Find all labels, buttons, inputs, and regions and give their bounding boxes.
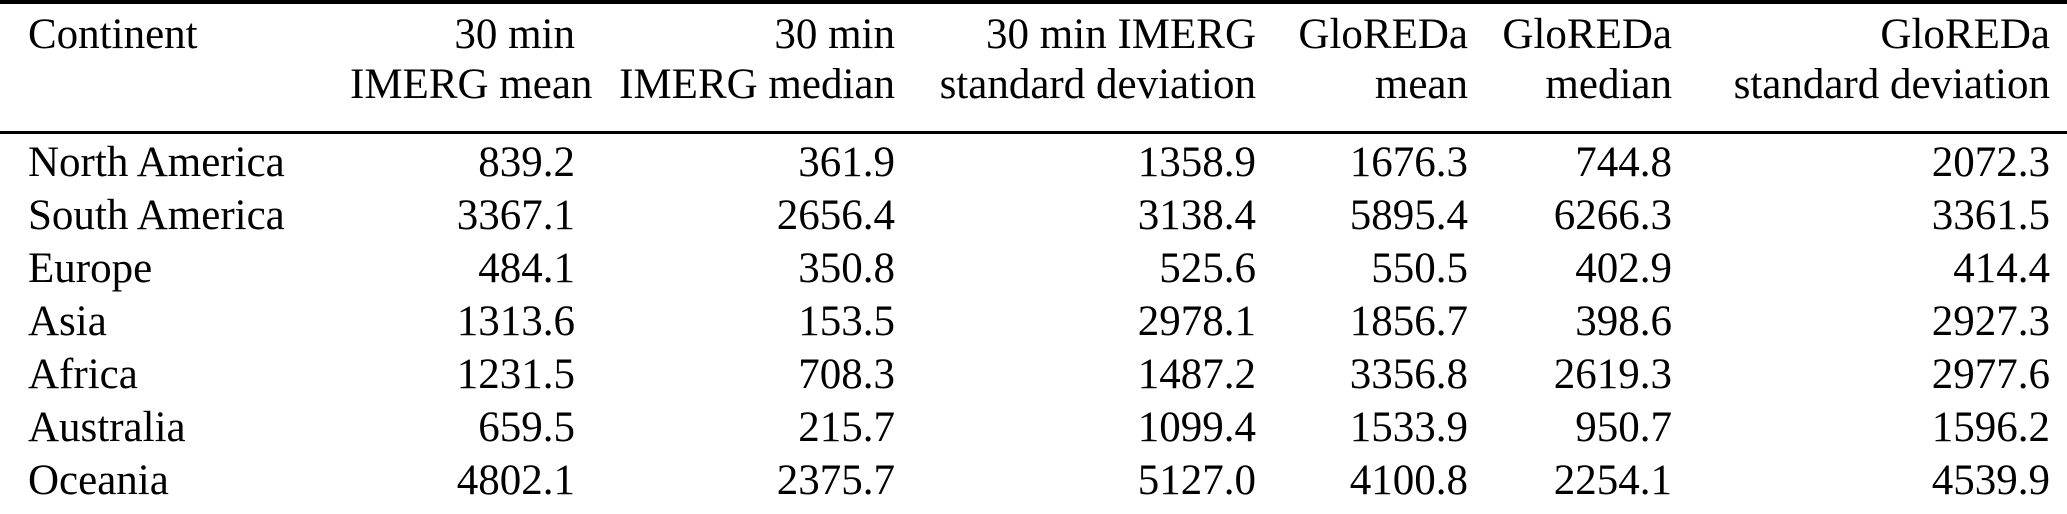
value-cell: 2927.3	[1931, 298, 2050, 345]
header-label: 30 min IMERG	[986, 11, 1256, 58]
value-cell: 153.5	[798, 298, 895, 345]
value-cell: 6266.3	[1553, 192, 1672, 239]
value-cell: 2656.4	[776, 192, 895, 239]
value-cell: 3367.1	[456, 192, 575, 239]
value-cell: 1596.2	[1931, 404, 2050, 451]
header-label: GloREDa	[1502, 11, 1672, 58]
value-cell: 484.1	[478, 245, 575, 292]
header-label: standard deviation	[939, 61, 1256, 108]
value-cell: 414.4	[1953, 245, 2050, 292]
value-cell: 550.5	[1371, 245, 1468, 292]
header-cell-continent: Continent	[0, 2, 350, 134]
header-label: 30 min	[454, 11, 575, 58]
value-cell: 744.8	[1575, 139, 1672, 186]
value-cell: 350.8	[798, 245, 895, 292]
header-label: 30 min	[774, 11, 895, 58]
value-cell: 1231.5	[456, 351, 575, 398]
header-cell-gloreda-std: GloREDa standard deviation	[1672, 2, 2067, 134]
header-cell-imerg-std: 30 min IMERG standard deviation	[895, 2, 1256, 134]
header-label: mean	[1374, 61, 1468, 108]
value-cell: 839.2	[478, 139, 575, 186]
value-cell: 1313.6	[456, 298, 575, 345]
continent-cell: North America	[28, 139, 285, 186]
value-cell: 402.9	[1575, 245, 1672, 292]
continent-cell: Oceania	[28, 457, 169, 504]
value-cell: 2977.6	[1931, 351, 2050, 398]
header-label: Continent	[28, 11, 198, 58]
header-cell-gloreda-median: GloREDa median	[1468, 2, 1672, 134]
continent-cell: Asia	[28, 298, 107, 345]
value-cell: 708.3	[798, 351, 895, 398]
value-cell: 1487.2	[1137, 351, 1256, 398]
value-cell: 2619.3	[1553, 351, 1672, 398]
value-cell: 3356.8	[1349, 351, 1468, 398]
header-label: median	[1545, 61, 1672, 108]
value-cell: 525.6	[1159, 245, 1256, 292]
table-row-australia: Australia 659.5 215.7 1099.4 1533.9 950.…	[0, 401, 2067, 454]
header-label: IMERG median	[619, 61, 895, 108]
header-cell-imerg-mean: 30 min IMERG mean	[350, 2, 593, 134]
continent-cell: South America	[28, 192, 285, 239]
value-cell: 3361.5	[1931, 192, 2050, 239]
value-cell: 4539.9	[1931, 457, 2050, 504]
value-cell: 5127.0	[1137, 457, 1256, 504]
header-label: GloREDa	[1298, 11, 1468, 58]
table-row-north-america: North America 839.2 361.9 1358.9 1676.3 …	[0, 133, 2067, 190]
table-row-africa: Africa 1231.5 708.3 1487.2 3356.8 2619.3…	[0, 348, 2067, 401]
header-cell-gloreda-mean: GloREDa mean	[1256, 2, 1468, 134]
value-cell: 2978.1	[1137, 298, 1256, 345]
value-cell: 4100.8	[1349, 457, 1468, 504]
header-row: Continent 30 min IMERG mean 30 min IMERG…	[0, 2, 2067, 134]
value-cell: 2375.7	[776, 457, 895, 504]
table-row-oceania: Oceania 4802.1 2375.7 5127.0 4100.8 2254…	[0, 454, 2067, 514]
table-row-asia: Asia 1313.6 153.5 2978.1 1856.7 398.6 29…	[0, 295, 2067, 348]
continent-cell: Europe	[28, 245, 153, 292]
continent-cell: Africa	[28, 351, 138, 398]
table-row-europe: Europe 484.1 350.8 525.6 550.5 402.9 414…	[0, 242, 2067, 295]
value-cell: 2254.1	[1553, 457, 1672, 504]
value-cell: 950.7	[1575, 404, 1672, 451]
table-row-south-america: South America 3367.1 2656.4 3138.4 5895.…	[0, 189, 2067, 242]
header-label: standard deviation	[1733, 61, 2050, 108]
header-label: GloREDa	[1880, 11, 2050, 58]
value-cell: 3138.4	[1137, 192, 1256, 239]
value-cell: 1676.3	[1349, 139, 1468, 186]
value-cell: 215.7	[798, 404, 895, 451]
value-cell: 361.9	[798, 139, 895, 186]
header-cell-imerg-median: 30 min IMERG median	[575, 2, 895, 134]
value-cell: 2072.3	[1931, 139, 2050, 186]
value-cell: 398.6	[1575, 298, 1672, 345]
header-label: IMERG mean	[350, 61, 593, 108]
value-cell: 1856.7	[1349, 298, 1468, 345]
continent-cell: Australia	[28, 404, 186, 451]
value-cell: 5895.4	[1349, 192, 1468, 239]
value-cell: 1533.9	[1349, 404, 1468, 451]
value-cell: 659.5	[478, 404, 575, 451]
value-cell: 4802.1	[456, 457, 575, 504]
value-cell: 1358.9	[1137, 139, 1256, 186]
value-cell: 1099.4	[1137, 404, 1256, 451]
